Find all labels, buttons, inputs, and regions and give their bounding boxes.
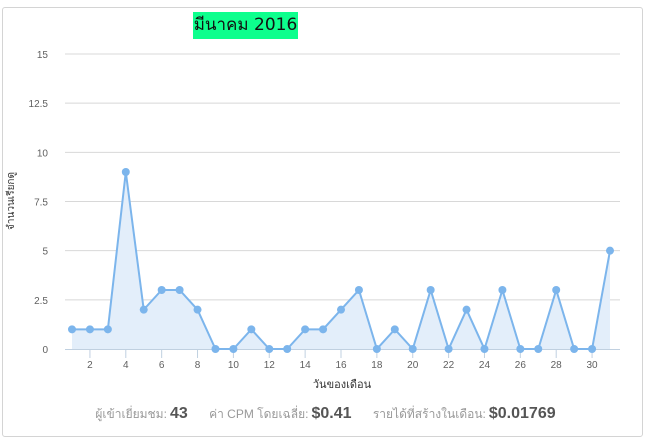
- x-tick-label: 2: [87, 360, 93, 371]
- x-tick-label: 8: [195, 360, 201, 371]
- y-tick-label: 10: [37, 148, 49, 159]
- data-point: [283, 345, 292, 353]
- data-point: [85, 325, 94, 334]
- data-point: [301, 325, 310, 334]
- visitors-stat: ผู้เข้าเยี่ยมชม: 43: [95, 405, 188, 422]
- y-tick-label: 5: [42, 247, 48, 258]
- x-tick-label: 22: [443, 360, 455, 371]
- data-point: [606, 246, 614, 255]
- x-tick-label: 30: [587, 360, 599, 371]
- data-point: [552, 286, 561, 294]
- x-axis-title: วันของเดือน: [313, 378, 372, 391]
- data-point: [480, 345, 489, 353]
- data-point: [444, 345, 453, 353]
- data-point: [337, 305, 345, 314]
- x-tick-label: 14: [300, 360, 312, 371]
- x-tick-label: 16: [335, 360, 347, 371]
- data-point: [247, 325, 256, 334]
- revenue-stat: รายได้ที่สร้างในเดือน: $0.01769: [372, 405, 556, 422]
- y-tick-label: 15: [37, 50, 49, 61]
- y-tick-label: 7.5: [34, 198, 48, 209]
- cpm-stat: ค่า CPM โดยเฉลี่ย: $0.41: [209, 405, 352, 422]
- chart-title: มีนาคม 2016: [193, 12, 298, 39]
- x-tick-label: 26: [515, 360, 527, 371]
- data-point: [229, 345, 238, 353]
- x-tick-label: 20: [407, 360, 419, 371]
- revenue-value: $0.01769: [488, 405, 556, 422]
- data-point: [462, 305, 471, 314]
- data-point: [372, 345, 381, 353]
- data-point: [68, 325, 76, 334]
- cpm-value: $0.41: [311, 405, 352, 422]
- x-tick-label: 4: [123, 360, 129, 371]
- data-point: [139, 305, 148, 314]
- chart-panel: [2, 7, 643, 437]
- data-point: [193, 305, 202, 314]
- data-point: [516, 345, 525, 353]
- data-point: [265, 345, 274, 353]
- x-tick-label: 12: [264, 360, 276, 371]
- data-point: [534, 345, 543, 353]
- data-point: [498, 286, 507, 294]
- data-point: [426, 286, 435, 294]
- y-tick-label: 12.5: [29, 99, 49, 110]
- x-tick-label: 18: [371, 360, 383, 371]
- data-point: [121, 168, 130, 176]
- data-point: [588, 345, 597, 353]
- data-point: [390, 325, 399, 334]
- data-point: [103, 325, 112, 334]
- data-point: [157, 286, 166, 294]
- data-point: [319, 325, 328, 334]
- data-point: [211, 345, 220, 353]
- x-tick-label: 10: [228, 360, 240, 371]
- area-fill: [72, 172, 610, 349]
- data-point: [408, 345, 417, 353]
- cpm-label: ค่า CPM โดยเฉลี่ย:: [209, 407, 309, 421]
- y-tick-label: 0: [42, 345, 48, 356]
- x-tick-label: 6: [159, 360, 165, 371]
- revenue-label: รายได้ที่สร้างในเดือน:: [372, 407, 486, 421]
- y-tick-label: 2.5: [34, 296, 48, 307]
- visitors-value: 43: [169, 405, 188, 422]
- y-axis-title: จำนวนเรียกดู: [5, 172, 17, 230]
- data-point: [175, 286, 184, 294]
- visitors-label: ผู้เข้าเยี่ยมชม:: [95, 407, 167, 421]
- x-tick-label: 28: [551, 360, 563, 371]
- data-point: [570, 345, 579, 353]
- data-point: [354, 286, 363, 294]
- stats-footer: ผู้เข้าเยี่ยมชม: 43 ค่า CPM โดยเฉลี่ย: $0.…: [0, 405, 651, 424]
- x-tick-label: 24: [479, 360, 491, 371]
